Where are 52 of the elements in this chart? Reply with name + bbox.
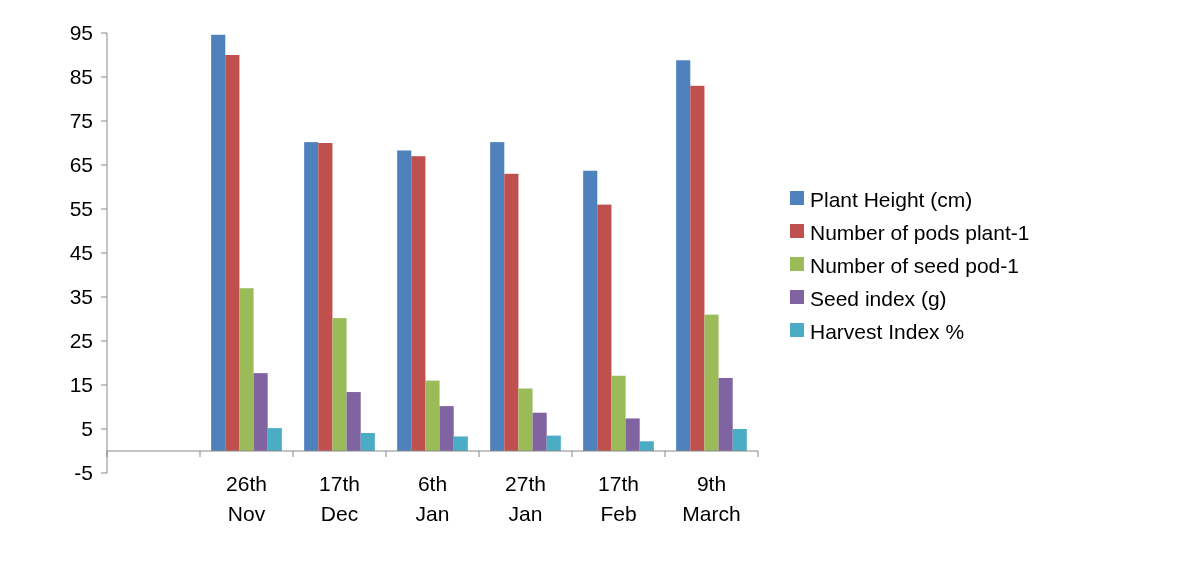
bar: [332, 318, 347, 451]
legend-label: Number of pods plant-1: [810, 221, 1030, 245]
x-tick-label: 17th Feb: [598, 472, 639, 525]
legend-label: Number of seed pod-1: [810, 254, 1019, 278]
bar: [425, 380, 440, 451]
y-tick-label: 5: [81, 417, 93, 441]
bar: [239, 288, 254, 451]
legend-label: Plant Height (cm): [810, 188, 973, 212]
bar: [397, 150, 412, 451]
bar: [253, 373, 268, 451]
bar: [639, 441, 654, 451]
y-tick-label: 55: [69, 197, 93, 221]
y-tick-label: -5: [74, 461, 93, 485]
y-tick-label: 75: [69, 109, 93, 133]
bar: [532, 412, 547, 451]
bar: [718, 377, 733, 451]
bar: [225, 55, 240, 451]
y-tick-label: 95: [69, 21, 93, 45]
bar: [611, 375, 626, 451]
bar: [411, 156, 426, 451]
y-tick-label: 45: [69, 241, 93, 265]
bar: [597, 204, 612, 451]
bar: [490, 142, 505, 451]
bar: [360, 432, 375, 451]
bar: [439, 406, 454, 451]
y-tick-label: 25: [69, 329, 93, 353]
legend-label: Harvest Index %: [810, 320, 965, 344]
bar: [304, 142, 319, 451]
y-tick-label: 15: [69, 373, 93, 397]
x-tick-label: 27th Jan: [505, 472, 546, 525]
y-tick-label: 65: [69, 153, 93, 177]
x-tick-label: 17th Dec: [319, 472, 360, 525]
bar: [318, 143, 333, 451]
y-tick-label: 35: [69, 285, 93, 309]
bar: [583, 170, 598, 451]
bar: [546, 435, 561, 451]
bar: [518, 388, 533, 451]
bar: [676, 60, 691, 451]
y-tick-label: 85: [69, 65, 93, 89]
bar: [453, 436, 468, 451]
legend-label: Seed index (g): [810, 287, 947, 311]
bar: [211, 34, 226, 451]
bar: [267, 428, 282, 451]
bar: [346, 392, 361, 451]
x-tick-label: 6th Jan: [415, 472, 450, 525]
x-tick-label: 9th March: [682, 472, 741, 525]
bar: [625, 418, 640, 451]
x-tick-label: 26th Nov: [226, 472, 267, 525]
bar: [504, 173, 519, 451]
bar: [704, 314, 719, 451]
bar: [732, 429, 747, 451]
bar: [690, 85, 705, 451]
